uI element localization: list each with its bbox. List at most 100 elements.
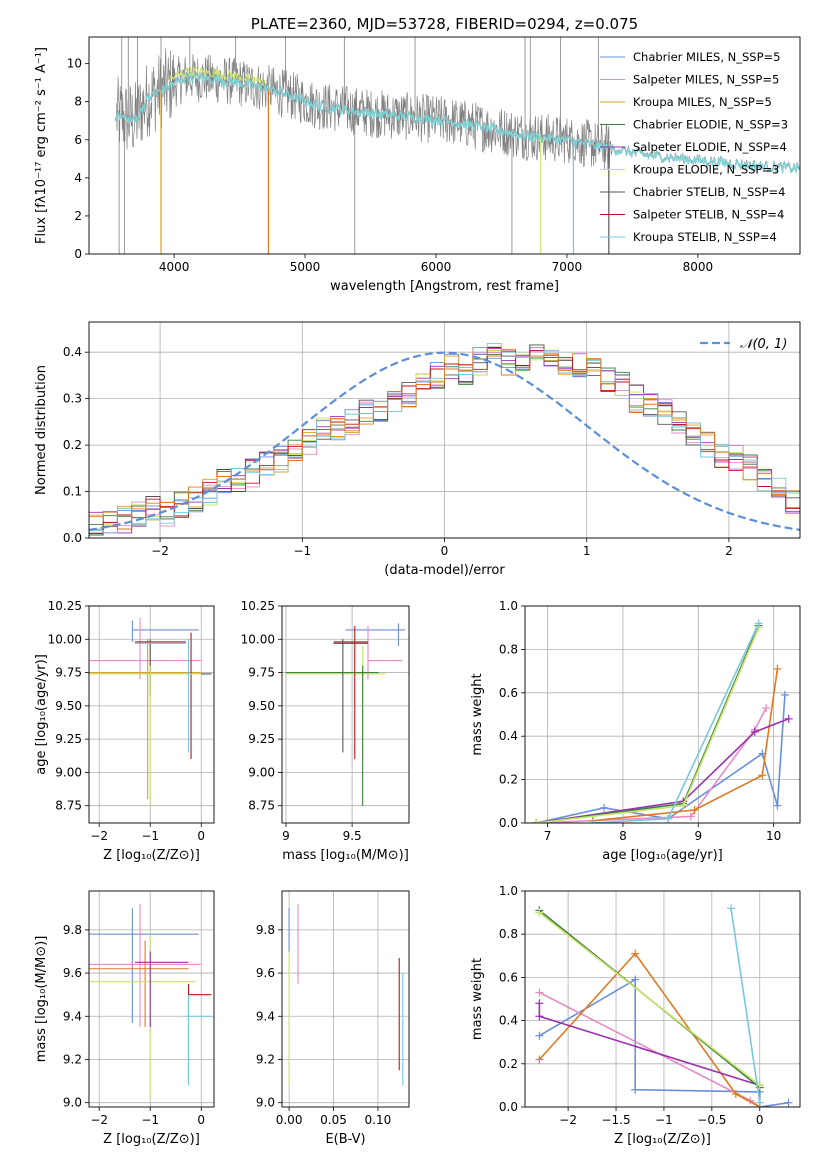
x-tick-label: 0	[756, 1113, 764, 1127]
y-tick-label: 9.25	[248, 732, 275, 746]
y-tick-label: 8	[74, 95, 82, 109]
plot-area	[89, 342, 800, 536]
y-tick-label: 1.0	[499, 599, 518, 613]
y-tick-label: 9.2	[63, 1052, 82, 1066]
y-tick-label: 0.6	[499, 686, 518, 700]
y-tick-label: 8.75	[248, 799, 275, 813]
y-tick-label: 0.4	[499, 1014, 518, 1028]
histogram-step	[89, 347, 800, 534]
y-tick-label: 0.3	[63, 392, 82, 406]
x-axis-label: age [log₁₀(age/yr)]	[602, 848, 723, 863]
x-axis-label: Z [log₁₀(Z/Z⊙)]	[103, 848, 200, 863]
y-tick-label: 10	[67, 57, 82, 71]
x-tick-label: −2	[151, 544, 169, 558]
legend-entry: Kroupa ELODIE, N_SSP=3	[633, 163, 779, 177]
x-tick-label: 5000	[290, 260, 321, 274]
x-tick-label: −1.5	[601, 1113, 630, 1127]
weight-series-line	[592, 668, 779, 822]
z-mass-panel: −2 −1 0 9.0 9.2 9.4 9.6 9.8 Z [log₁₀(Z/Z⊙)] mass …	[34, 890, 215, 1147]
y-axis-label: mass weight	[470, 673, 485, 755]
residuals-panel: −2 −1 0 1 2 0.0 0.1 0.2 0.3 0.4 (data-model)/error…	[34, 321, 801, 578]
x-tick-label: 9	[282, 829, 290, 843]
x-tick-label: 8000	[683, 260, 714, 274]
plot-area	[89, 617, 212, 806]
legend-entry: Salpeter ELODIE, N_SSP=4	[633, 140, 787, 154]
y-tick-label: 10.25	[48, 599, 82, 613]
weight-series-line	[536, 707, 767, 823]
y-tick-label: 9.50	[55, 699, 82, 713]
y-tick-label: 9.0	[256, 1096, 275, 1110]
x-axis-label: mass [log₁₀(M/M⊙)]	[282, 848, 409, 863]
age-weight-panel: 7 8 9 10 0.0 0.2 0.4 0.6 0.8 1.0 age [log₁₀(age/yr…	[470, 599, 801, 863]
grid-lines	[525, 890, 800, 1108]
legend-entry: Kroupa STELIB, N_SSP=4	[633, 230, 777, 244]
y-tick-label: 1.0	[499, 884, 518, 898]
plot-frame	[524, 605, 801, 824]
weight-series-line	[538, 978, 789, 1107]
plot-area	[114, 37, 800, 254]
y-tick-label: 10.00	[48, 632, 82, 646]
ticks: 4000 5000 6000 7000 8000 0 2 4 6 8 10	[67, 57, 713, 274]
y-tick-label: 0.1	[63, 485, 82, 499]
legend-entry: Kroupa MILES, N_SSP=5	[633, 95, 772, 109]
y-axis-label: mass [log₁₀(M/M⊙)]	[34, 936, 49, 1063]
x-tick-label: 0	[441, 544, 449, 558]
grid-lines	[89, 891, 214, 1107]
x-tick-label: 10	[766, 829, 781, 843]
x-tick-label: −0.5	[697, 1113, 726, 1127]
y-axis-label: Normed distribution	[34, 365, 49, 495]
y-tick-label: 9.8	[256, 923, 275, 937]
plot-area	[285, 623, 406, 806]
legend-entry: Salpeter MILES, N_SSP=5	[633, 73, 779, 87]
weight-series-line	[536, 718, 789, 823]
y-tick-label: 0.0	[499, 816, 518, 830]
grid-lines	[282, 891, 409, 1107]
y-tick-label: 9.4	[256, 1009, 275, 1023]
ticks: 9 9.5 8.75 9.00 9.25 9.50 9.75 10.00 10.25	[241, 599, 362, 843]
x-tick-label: 9	[694, 829, 702, 843]
x-tick-label: −1	[141, 829, 159, 843]
y-tick-label: 9.50	[248, 699, 275, 713]
legend: 𝒩(0, 1)	[700, 337, 787, 352]
y-axis-label: Flux [fλ10⁻¹⁷ erg cm⁻² s⁻¹ A⁻¹]	[34, 47, 49, 244]
normal-curve	[89, 351, 800, 531]
plot-frame	[281, 605, 410, 824]
x-tick-label: 0.00	[276, 1113, 303, 1127]
z-weight-panel: −2 −1.5 −1 −0.5 0 0.0 0.2 0.4 0.6 0.8 1.0 Z [log₁₀(…	[470, 884, 801, 1147]
plot-area	[288, 903, 404, 1086]
y-tick-label: 0.0	[63, 531, 82, 545]
y-tick-label: 0.0	[499, 1100, 518, 1114]
ticks: −2 −1.5 −1 −0.5 0 0.0 0.2 0.4 0.6 0.8 1.0	[499, 884, 764, 1127]
y-tick-label: 9.4	[63, 1009, 82, 1023]
x-tick-label: −2	[90, 1113, 108, 1127]
y-tick-label: 0.4	[499, 729, 518, 743]
x-tick-label: 2	[725, 544, 733, 558]
x-tick-label: 7000	[552, 260, 583, 274]
weight-series-line	[730, 908, 761, 1103]
grid-lines	[282, 605, 409, 823]
x-axis-label: Z [log₁₀(Z/Z⊙)]	[614, 1132, 711, 1147]
x-tick-label: 0.05	[320, 1113, 347, 1127]
ticks: −2 −1 0 8.75 9.00 9.25 9.50 9.75 10.00 10.25	[48, 599, 205, 843]
y-tick-label: 0.2	[499, 773, 518, 787]
y-axis-label: age [log₁₀(age/yr)]	[34, 654, 49, 775]
y-tick-label: 0.2	[63, 438, 82, 452]
x-tick-label: −1	[293, 544, 311, 558]
plot-frame	[88, 890, 215, 1108]
model-curve-highlight	[168, 66, 266, 87]
x-tick-label: −2	[90, 829, 108, 843]
mass-age-panel: 9 9.5 8.75 9.00 9.25 9.50 9.75 10.00 10.25 mass […	[241, 599, 410, 863]
y-tick-label: 0.2	[499, 1057, 518, 1071]
y-tick-label: 9.75	[248, 666, 275, 680]
x-axis-label: E(B-V)	[325, 1132, 365, 1147]
y-tick-label: 9.25	[55, 732, 82, 746]
x-tick-label: 0.10	[365, 1113, 392, 1127]
legend-entry: Chabrier MILES, N_SSP=5	[633, 50, 780, 64]
spectrum-panel: 4000 5000 6000 7000 8000 0 2 4 6 8 10 PLATE=2360, M…	[34, 15, 801, 294]
x-axis-label: Z [log₁₀(Z/Z⊙)]	[103, 1132, 200, 1147]
plot-frame	[281, 890, 410, 1108]
plot-frame	[524, 890, 801, 1108]
y-tick-label: 8.75	[55, 799, 82, 813]
weight-series-line	[538, 911, 761, 1087]
